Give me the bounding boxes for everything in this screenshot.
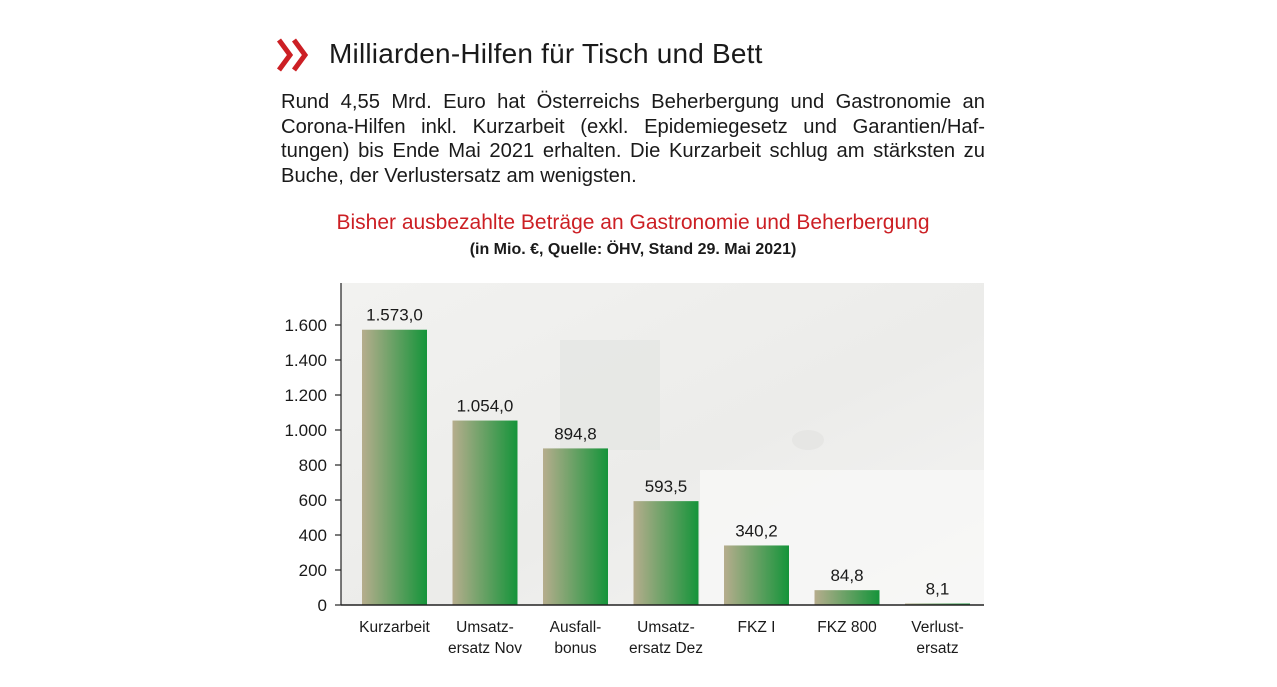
x-category-line: FKZ 800: [817, 619, 877, 636]
headline: Milliarden-Hilfen für Tisch und Bett: [329, 38, 763, 69]
bar-value-label: 340,2: [735, 521, 778, 540]
bars: 1.573,0 1.054,0 894,8 593,5 340,2 84,8 8,1: [362, 306, 970, 605]
y-tick-label: 200: [299, 561, 327, 580]
y-tick-label: 800: [299, 456, 327, 475]
window-shape: [560, 340, 660, 450]
x-category-label: Umsatz-ersatz Nov: [448, 619, 522, 657]
y-tick-label: 0: [318, 596, 327, 615]
y-tick-label: 1.600: [284, 316, 327, 335]
bar-value-label: 1.573,0: [366, 306, 423, 325]
bar: [905, 603, 970, 605]
x-category-label: Umsatz-ersatz Dez: [629, 619, 703, 657]
x-category-line: Ausfall-: [550, 619, 602, 636]
bar-value-label: 84,8: [830, 566, 863, 585]
chart-title: Bisher ausbezahlte Beträge an Gastronomi…: [336, 211, 930, 234]
x-category-label: FKZ I: [738, 619, 776, 636]
x-category-line: Verlust-: [911, 619, 964, 636]
x-category-label: Kurzarbeit: [359, 619, 430, 636]
x-category-line: ersatz Dez: [629, 640, 703, 657]
bar: [452, 420, 518, 605]
x-category-line: Umsatz-: [637, 619, 695, 636]
bar: [633, 501, 699, 605]
double-chevron-right-icon: [276, 38, 309, 72]
y-tick-label: 1.200: [284, 386, 327, 405]
plot-background: [341, 283, 984, 605]
bar-value-label: 1.054,0: [457, 397, 514, 416]
y-axis: 0 200 400 600 800 1.000 1.200 1.400 1.600: [284, 283, 342, 615]
bar-value-label: 894,8: [554, 424, 597, 443]
x-category-label: FKZ 800: [817, 619, 877, 636]
bar-value-label: 593,5: [645, 477, 688, 496]
x-category-line: Kurzarbeit: [359, 619, 430, 636]
x-category-label: Ausfall-bonus: [550, 619, 602, 657]
x-category-line: FKZ I: [738, 619, 776, 636]
x-axis: Kurzarbeit Umsatz-ersatz Nov Ausfall-bonus…: [341, 604, 984, 657]
y-tick-label: 400: [299, 526, 327, 545]
y-tick-label: 1.000: [284, 421, 327, 440]
x-category-label: Verlust-ersatz: [911, 619, 964, 657]
intro-paragraph: Rund 4,55 Mrd. Euro hat Österreichs Behe…: [281, 91, 985, 187]
bar: [543, 448, 608, 605]
bar: [362, 329, 427, 605]
bar: [814, 590, 880, 605]
y-tick-label: 600: [299, 491, 327, 510]
y-tick-label: 1.400: [284, 351, 327, 370]
x-category-line: ersatz: [916, 640, 958, 657]
x-category-line: bonus: [554, 640, 596, 657]
lamp-shape: [792, 430, 824, 450]
x-category-line: ersatz Nov: [448, 640, 522, 657]
x-category-line: Umsatz-: [456, 619, 514, 636]
chart-subtitle: (in Mio. €, Quelle: ÖHV, Stand 29. Mai 2…: [469, 241, 797, 258]
bar: [724, 545, 789, 605]
bar-value-label: 8,1: [926, 580, 950, 599]
header: Milliarden-Hilfen für Tisch und Bett: [276, 36, 996, 76]
